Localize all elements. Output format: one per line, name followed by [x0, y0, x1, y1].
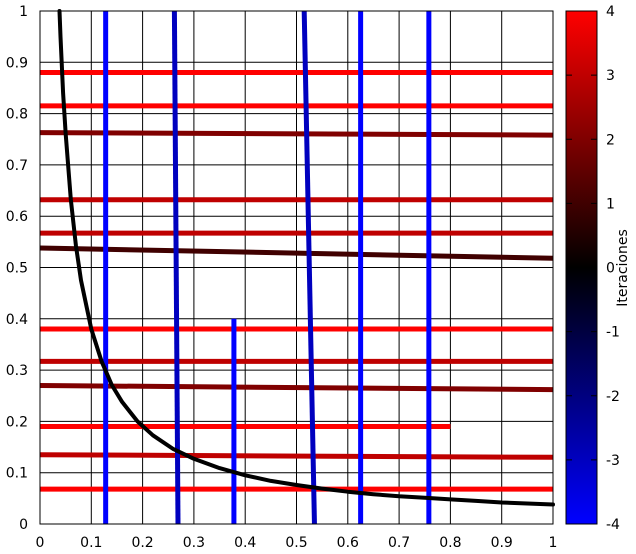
- colorbar-tick-label: 0: [606, 261, 615, 277]
- x-tick-label: 0.9: [491, 535, 513, 551]
- y-tick-label: 0: [19, 517, 28, 533]
- x-axis-ticks: 0 0.1 0.2 0.3 0.4 0.5 0.6 0.7 0.8 0.9 1: [36, 535, 558, 551]
- horizontal-iteration-lines: [39, 70, 554, 492]
- y-tick-label: 0.3: [6, 363, 28, 379]
- plot-frame: [39, 10, 554, 525]
- vertical-line: [301, 10, 317, 525]
- y-tick-label: 0.2: [6, 414, 28, 430]
- x-tick-label: 0.6: [337, 535, 359, 551]
- colorbar-tick-label: 3: [606, 68, 615, 84]
- horizontal-line: [39, 452, 554, 460]
- y-axis-ticks: 0 0.1 0.2 0.3 0.4 0.5 0.6 0.7 0.8 0.9 1: [6, 4, 28, 533]
- colorbar-tick-label: -2: [606, 389, 620, 405]
- y-tick-label: 0.9: [6, 55, 28, 71]
- colorbar-tick-label: 4: [606, 4, 615, 20]
- colorbar-ticks: -4 -3 -2 -1 0 1 2 3 4: [566, 4, 620, 533]
- y-tick-label: 0.4: [6, 312, 28, 328]
- colorbar-title: Iteraciones: [615, 229, 631, 307]
- vertical-line: [171, 10, 181, 525]
- y-tick-label: 0.5: [6, 261, 28, 277]
- grid: [39, 10, 554, 525]
- colorbar-tick-label: -3: [606, 453, 620, 469]
- x-tick-label: 0.2: [131, 535, 153, 551]
- x-tick-label: 0.1: [80, 535, 102, 551]
- colorbar-tick-label: 2: [606, 132, 615, 148]
- hyperbola-curve: [57, 9, 555, 507]
- curve-line: [57, 9, 555, 507]
- colorbar-tick-label: -4: [606, 517, 620, 533]
- vertical-iteration-lines: [103, 10, 432, 525]
- y-tick-label: 0.8: [6, 107, 28, 123]
- y-tick-label: 0.6: [6, 209, 28, 225]
- x-tick-label: 0: [36, 535, 45, 551]
- x-tick-label: 0.3: [183, 535, 205, 551]
- x-tick-label: 0.4: [234, 535, 256, 551]
- x-tick-label: 0.7: [388, 535, 410, 551]
- y-tick-label: 0.7: [6, 158, 28, 174]
- horizontal-line: [39, 130, 554, 138]
- horizontal-line: [39, 245, 554, 261]
- colorbar-tick-label: 1: [606, 196, 615, 212]
- y-tick-label: 0.1: [6, 466, 28, 482]
- colorbar-tick-label: -1: [606, 325, 620, 341]
- x-tick-label: 0.8: [439, 535, 461, 551]
- x-tick-label: 1: [549, 535, 558, 551]
- x-tick-label: 0.5: [285, 535, 307, 551]
- horizontal-line: [39, 382, 554, 393]
- y-tick-label: 1: [19, 4, 28, 20]
